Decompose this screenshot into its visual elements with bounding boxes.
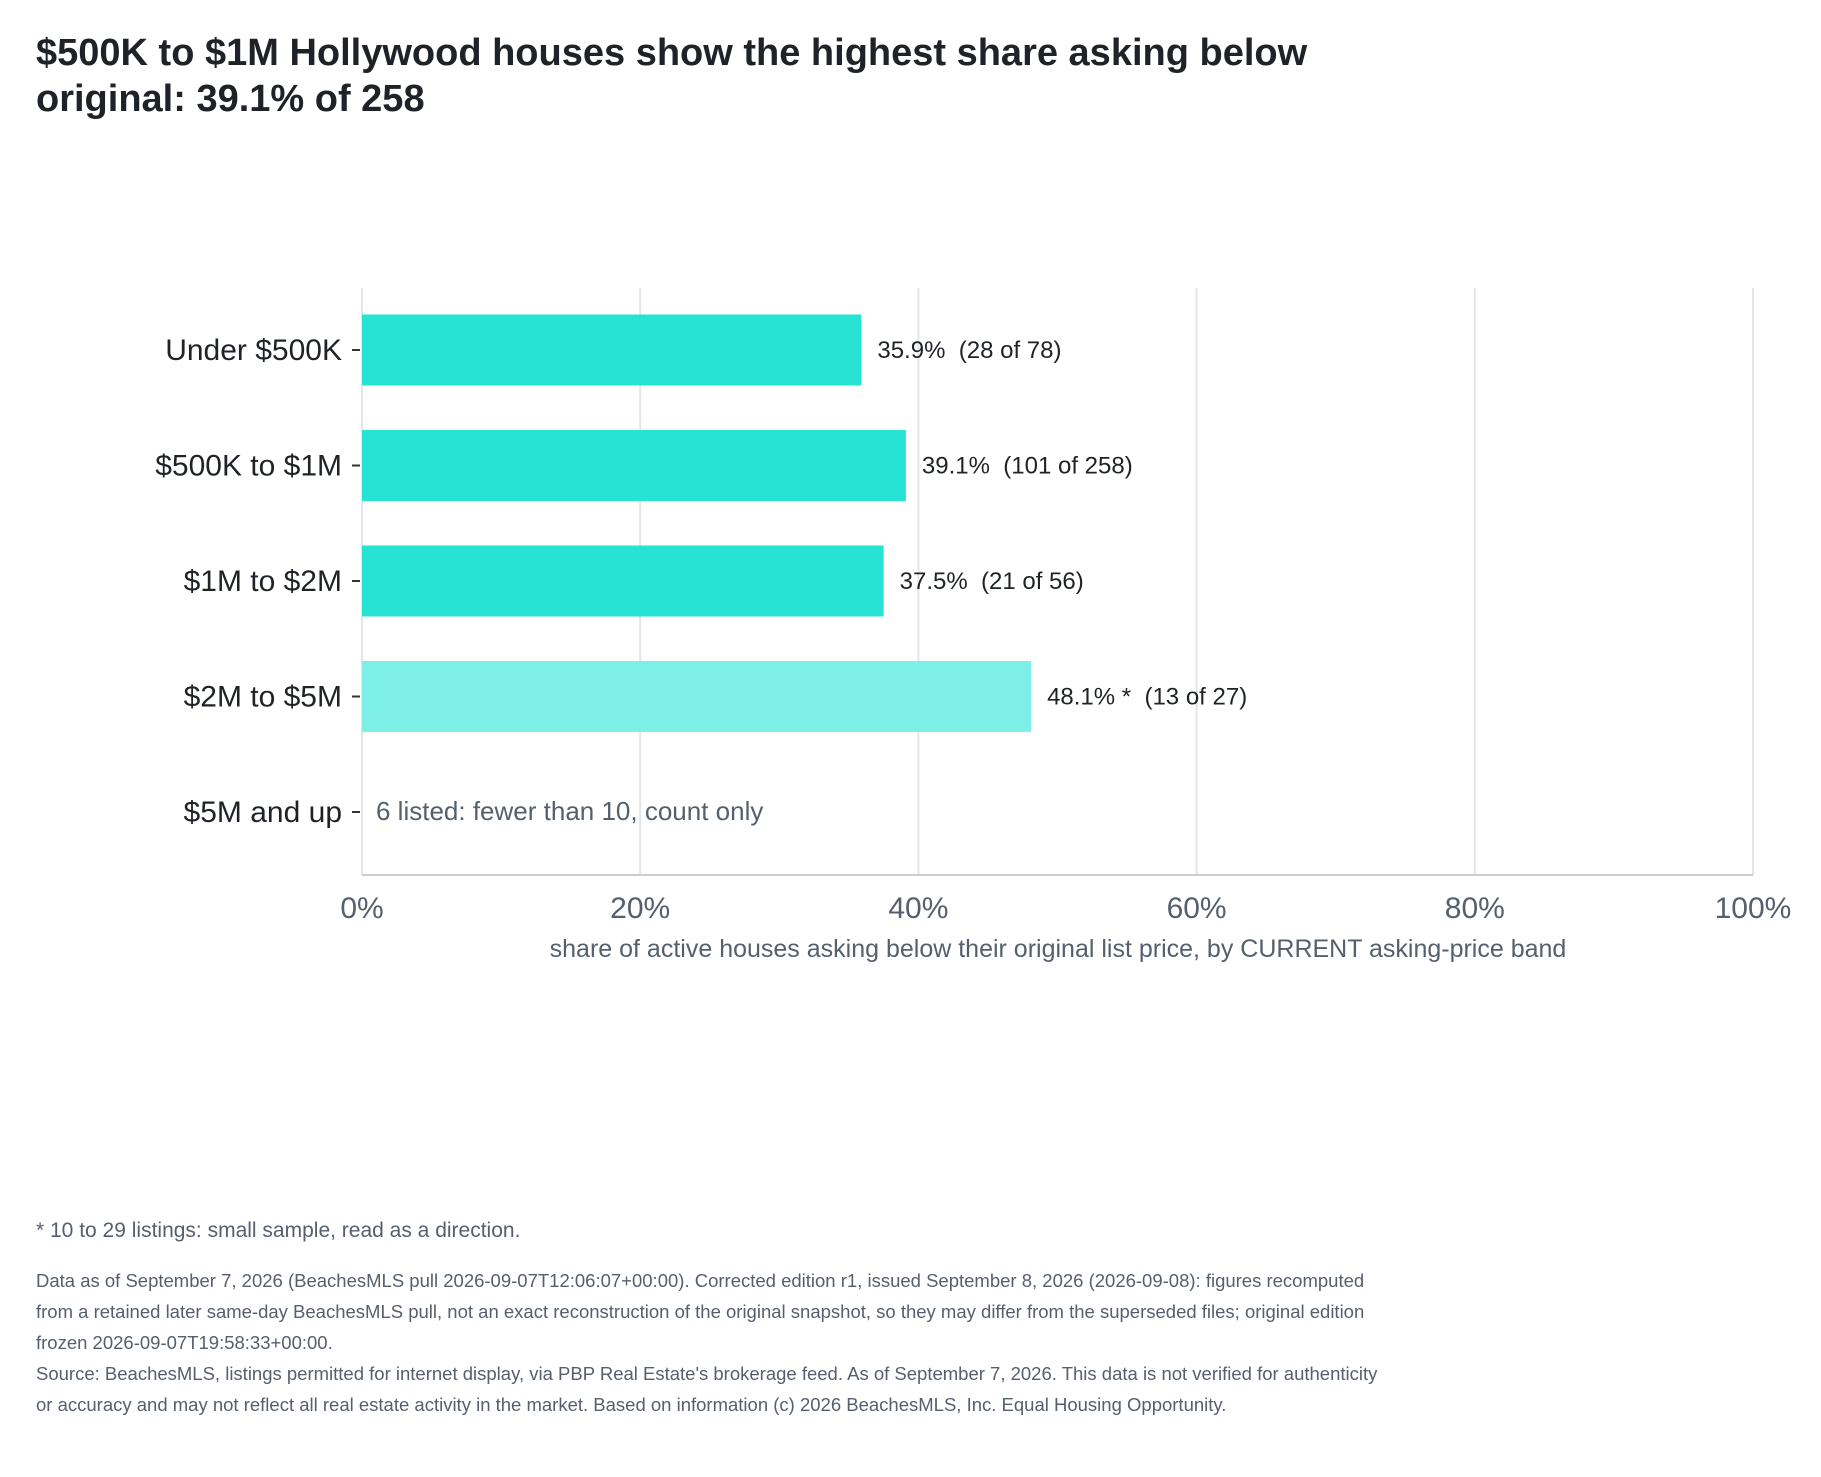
y-category-label: $2M to $5M [184, 681, 342, 714]
bar-value-label: 35.9% (28 of 78) [877, 337, 1061, 364]
bar-value-label: 39.1% (101 of 258) [922, 453, 1133, 480]
y-category-label: $5M and up [184, 796, 342, 829]
x-tick-label: 60% [1167, 892, 1227, 925]
bar [362, 661, 1032, 732]
bar [362, 314, 862, 386]
bar-chart: 0% 20% 40% 60% 80% 100% Under $500K $500K to $1… [155, 288, 1791, 963]
bars [362, 314, 1032, 732]
source-note: Source: BeachesMLS, listings permitted f… [36, 1363, 1378, 1415]
axes: 0% 20% 40% 60% 80% 100% Under $500K $500K to $1… [155, 334, 1791, 925]
bar-value-label: 48.1% * (13 of 27) [1047, 684, 1247, 711]
chart-title: $500K to $1M Hollywood houses show the h… [36, 32, 1308, 120]
x-tick-label: 80% [1445, 892, 1505, 925]
x-tick-label: 0% [340, 892, 383, 925]
bar-value-label: 37.5% (21 of 56) [900, 568, 1084, 595]
small-sample-footnote: * 10 to 29 listings: small sample, read … [36, 1219, 521, 1242]
data-edition-note: Data as of September 7, 2026 (BeachesMLS… [36, 1270, 1365, 1353]
y-category-label: $1M to $2M [184, 565, 342, 598]
bar [362, 545, 884, 617]
y-category-label: Under $500K [165, 334, 342, 367]
x-axis-title: share of active houses asking below thei… [550, 935, 1567, 963]
source-notes: Data as of September 7, 2026 (BeachesMLS… [36, 1265, 1396, 1420]
count-only-note: 6 listed: fewer than 10, count only [376, 796, 763, 826]
x-tick-label: 20% [610, 892, 670, 925]
bar [362, 430, 906, 501]
labels: 35.9% (28 of 78) 39.1% (101 of 258) 37.5% … [376, 337, 1247, 826]
x-tick-label: 40% [888, 892, 948, 925]
y-category-label: $500K to $1M [155, 450, 342, 483]
x-tick-label: 100% [1715, 892, 1792, 925]
